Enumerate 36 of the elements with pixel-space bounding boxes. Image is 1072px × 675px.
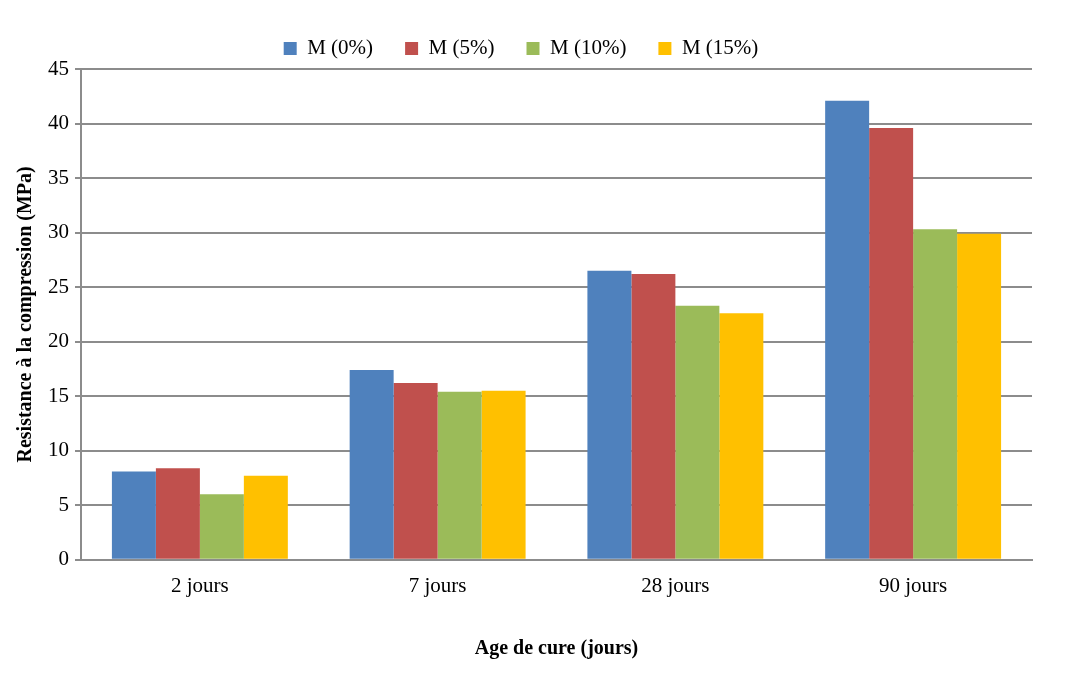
- y-tick-label: 15: [48, 382, 69, 407]
- legend-label: M (5%): [428, 35, 495, 60]
- x-tick-label: 28 jours: [641, 572, 710, 597]
- bar: [243, 475, 288, 559]
- bar: [631, 274, 676, 559]
- bar: [199, 494, 244, 559]
- bar: [825, 100, 870, 559]
- bar: [869, 127, 914, 559]
- bar: [587, 270, 632, 559]
- bar: [719, 313, 764, 559]
- x-tick-label: 2 jours: [171, 572, 229, 597]
- x-tick-label: 7 jours: [408, 572, 467, 597]
- x-axis-title: Age de cure (jours): [474, 636, 639, 660]
- y-tick-label: 5: [58, 491, 69, 516]
- legend-label: M (10%): [550, 35, 627, 60]
- y-tick-label: 45: [48, 55, 69, 80]
- bar: [675, 305, 720, 559]
- y-tick-label: 25: [48, 273, 69, 298]
- y-tick-label: 35: [48, 164, 69, 189]
- bar: [349, 370, 394, 559]
- bar: [155, 468, 200, 559]
- bar: [437, 391, 482, 559]
- y-tick-label: 0: [58, 546, 69, 571]
- bar: [957, 233, 1002, 559]
- bar: [111, 471, 156, 559]
- y-tick-label: 40: [48, 110, 69, 135]
- legend-label: M (0%): [307, 35, 374, 60]
- bar: [913, 229, 958, 559]
- y-tick-label: 10: [48, 437, 69, 462]
- y-axis-title: Resistance à la compression (MPa): [13, 166, 37, 463]
- y-tick-label: 20: [48, 328, 69, 353]
- x-tick-label: 90 jours: [879, 572, 948, 597]
- y-tick-label: 30: [48, 219, 69, 244]
- bar: [393, 383, 438, 559]
- bar: [481, 390, 526, 559]
- legend-label: M (15%): [681, 35, 759, 60]
